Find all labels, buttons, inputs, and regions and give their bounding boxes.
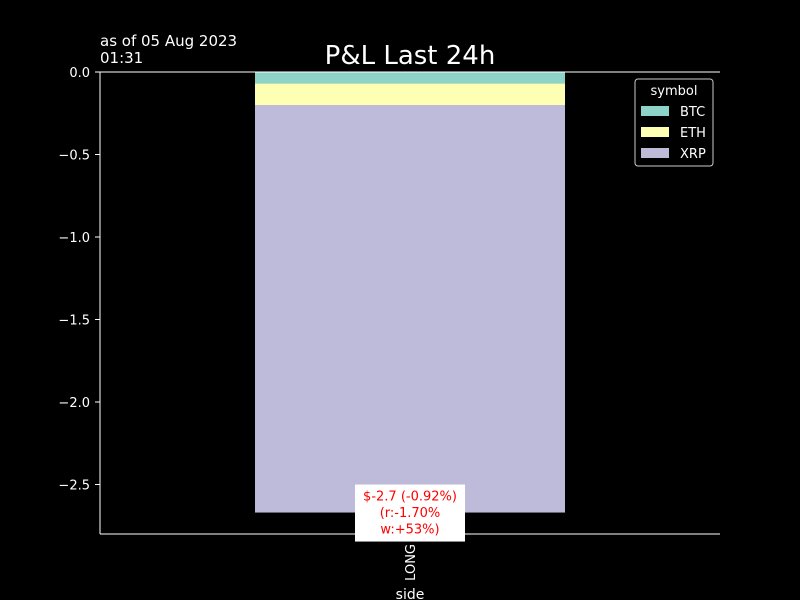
annotation-line: w:+53%) [380,523,439,538]
annotation-line: (r:-1.70% [380,506,441,521]
timestamp-time: 01:31 [100,49,144,67]
y-tick-label: −2.0 [58,396,90,411]
annotation-box [355,484,465,542]
x-axis-label: side [396,587,425,600]
legend-title: symbol [651,84,698,99]
legend: symbol BTC ETH XRP [634,78,714,167]
y-tick-label: −0.5 [58,149,90,164]
bar-segment-xrp [255,105,565,513]
bar-segment-eth [255,83,565,105]
annotation-line: $-2.7 (-0.92%) [363,490,457,505]
bar-stack [255,72,565,513]
pnl-annotation: $-2.7 (-0.92%)(r:-1.70% w:+53%) [355,484,465,542]
bar-segment-btc [255,72,565,84]
y-axis-ticks: 0.0 −0.5 −1.0 −1.5 −2.0 −2.5 [58,66,100,494]
legend-label-btc: BTC [680,105,705,120]
y-tick-label: −1.0 [58,231,90,246]
legend-frame [634,78,714,167]
legend-swatch-eth [641,127,669,137]
y-tick-label: −1.5 [58,314,90,329]
chart-title: P&L Last 24h [325,41,496,71]
y-tick-label: −2.5 [58,479,90,494]
legend-label-eth: ETH [680,126,706,141]
timestamp-date: as of 05 Aug 2023 [100,32,238,50]
legend-swatch-btc [641,106,669,116]
timestamp: as of 05 Aug 2023 01:31 [100,33,237,67]
legend-label-xrp: XRP [680,147,706,162]
x-tick-label: LONG [404,544,419,581]
legend-swatch-xrp [641,148,669,158]
y-tick-label: 0.0 [69,66,90,81]
